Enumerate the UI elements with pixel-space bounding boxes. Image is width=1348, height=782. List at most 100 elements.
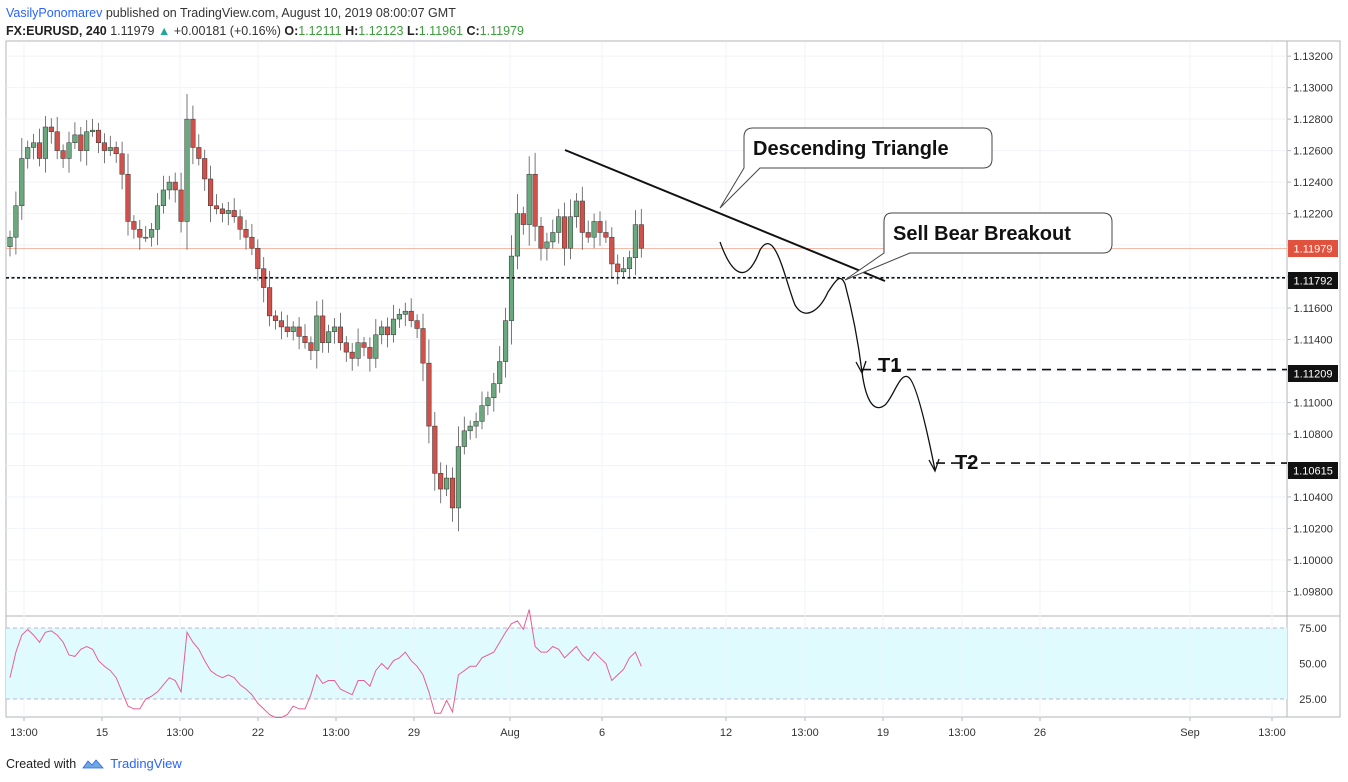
close-label: C:: [466, 24, 480, 38]
level-badge-t2: 1.10615: [1288, 462, 1338, 479]
rsi-axis: 75.00 50.00 25.00: [1299, 623, 1327, 706]
bullish-candle: [626, 257, 633, 269]
bearish-candle: [609, 236, 615, 265]
bullish-candle: [72, 134, 78, 143]
bullish-candle: [508, 255, 515, 321]
bullish-candle: [567, 216, 574, 249]
projected-price-path[interactable]: [719, 241, 936, 471]
bullish-candle: [25, 147, 31, 159]
bearish-candle: [101, 142, 107, 151]
bullish-candle: [84, 131, 90, 151]
bullish-candle: [290, 326, 296, 332]
rsi-tick-label: 25.00: [1299, 694, 1327, 706]
level-badge-t1-text: 1.11209: [1294, 369, 1333, 381]
bearish-candle: [48, 126, 54, 132]
bearish-candle: [284, 326, 290, 332]
rsi-tick-label: 75.00: [1299, 623, 1327, 635]
bearish-candle: [231, 210, 237, 217]
sell-breakout-label: Sell Bear Breakout: [893, 223, 1071, 245]
sell-breakout-callout[interactable]: Sell Bear Breakout: [844, 212, 1113, 281]
bearish-candle: [367, 347, 373, 359]
last-price-badge-text: 1.11979: [1294, 244, 1333, 256]
bearish-candle: [538, 225, 544, 249]
footer: Created with TradingView: [6, 756, 182, 771]
last-price: 1.11979: [110, 24, 155, 38]
time-tick-label: 6: [599, 727, 605, 739]
t2-label: T2: [955, 452, 978, 474]
price-tick-label: 1.13200: [1293, 51, 1333, 63]
bearish-candle: [119, 153, 125, 175]
price-tick-label: 1.10400: [1293, 492, 1333, 504]
bullish-candle: [19, 158, 25, 206]
bullish-candle: [107, 147, 113, 151]
t1-label: T1: [878, 355, 901, 377]
bullish-candle: [184, 118, 190, 222]
bearish-candle: [249, 236, 255, 249]
price-change: +0.00181 (+0.16%): [173, 24, 281, 38]
bearish-candle: [532, 173, 538, 227]
t1-arrow-icon: [855, 360, 867, 375]
price-tick-label: 1.11400: [1294, 335, 1333, 347]
created-with-text: Created with: [6, 756, 77, 771]
level-badge-t1: 1.11209: [1288, 365, 1338, 382]
bearish-candle: [54, 131, 60, 151]
bullish-candle: [485, 397, 491, 406]
symbol-label[interactable]: FX:EURUSD, 240: [6, 24, 107, 38]
bullish-candle: [467, 425, 473, 432]
bearish-candle: [213, 205, 220, 210]
bullish-candle: [556, 216, 562, 233]
bearish-candle: [438, 473, 444, 490]
bullish-candle: [591, 221, 597, 238]
publish-line: VasilyPonomarev published on TradingView…: [6, 4, 524, 22]
bullish-candle: [461, 430, 467, 447]
bullish-candle: [396, 314, 402, 320]
price-tick-label: 1.10200: [1293, 523, 1333, 535]
bullish-candle: [66, 142, 72, 159]
price-tick-label: 1.12200: [1293, 209, 1333, 221]
bearish-candle: [579, 200, 585, 233]
bullish-candle: [390, 318, 397, 336]
bearish-candle: [243, 229, 249, 238]
bearish-candle: [426, 362, 432, 427]
time-tick-label: 13:00: [1258, 727, 1286, 739]
author-link[interactable]: VasilyPonomarev: [6, 6, 103, 20]
ohlc-line: FX:EURUSD, 240 1.11979 ▲ +0.00181 (+0.16…: [6, 22, 524, 40]
bearish-candle: [237, 216, 243, 230]
rsi-band: [6, 628, 1287, 699]
bullish-candle: [331, 326, 338, 332]
descending-trendline[interactable]: [564, 149, 886, 282]
level-badge-support: 1.11792: [1288, 272, 1338, 289]
time-tick-label: 29: [408, 727, 420, 739]
bullish-candle: [31, 142, 37, 148]
time-tick-label: 26: [1034, 727, 1046, 739]
bullish-candle: [503, 320, 509, 362]
level-badge-support-text: 1.11792: [1294, 276, 1333, 288]
bullish-candle: [355, 342, 361, 359]
bearish-candle: [95, 129, 102, 143]
bullish-candle: [160, 189, 166, 206]
tradingview-brand[interactable]: TradingView: [110, 756, 182, 771]
descending-triangle-label: Descending Triangle: [753, 138, 949, 160]
bullish-candle: [143, 236, 149, 239]
bullish-candle: [149, 229, 155, 238]
rsi-series-line: [9, 609, 642, 718]
low-value: 1.11961: [418, 24, 464, 38]
time-tick-label: 13:00: [322, 727, 350, 739]
descending-triangle-callout[interactable]: Descending Triangle: [719, 127, 993, 209]
bullish-candle: [154, 205, 161, 230]
time-tick-label: 15: [96, 727, 108, 739]
price-tick-label: 1.12600: [1293, 146, 1333, 158]
bullish-candle: [444, 477, 450, 490]
bullish-candle: [491, 383, 497, 399]
price-tick-label: 1.11600: [1294, 303, 1333, 315]
bearish-candle: [520, 213, 526, 225]
bearish-candle: [337, 326, 343, 343]
bearish-candle: [603, 232, 609, 238]
low-label: L:: [406, 24, 419, 38]
time-tick-label: Aug: [500, 727, 520, 739]
price-tick-label: 1.12800: [1293, 114, 1333, 126]
price-tick-label: 1.10800: [1293, 429, 1333, 441]
bearish-candle: [131, 221, 137, 230]
bullish-candle: [166, 181, 172, 191]
